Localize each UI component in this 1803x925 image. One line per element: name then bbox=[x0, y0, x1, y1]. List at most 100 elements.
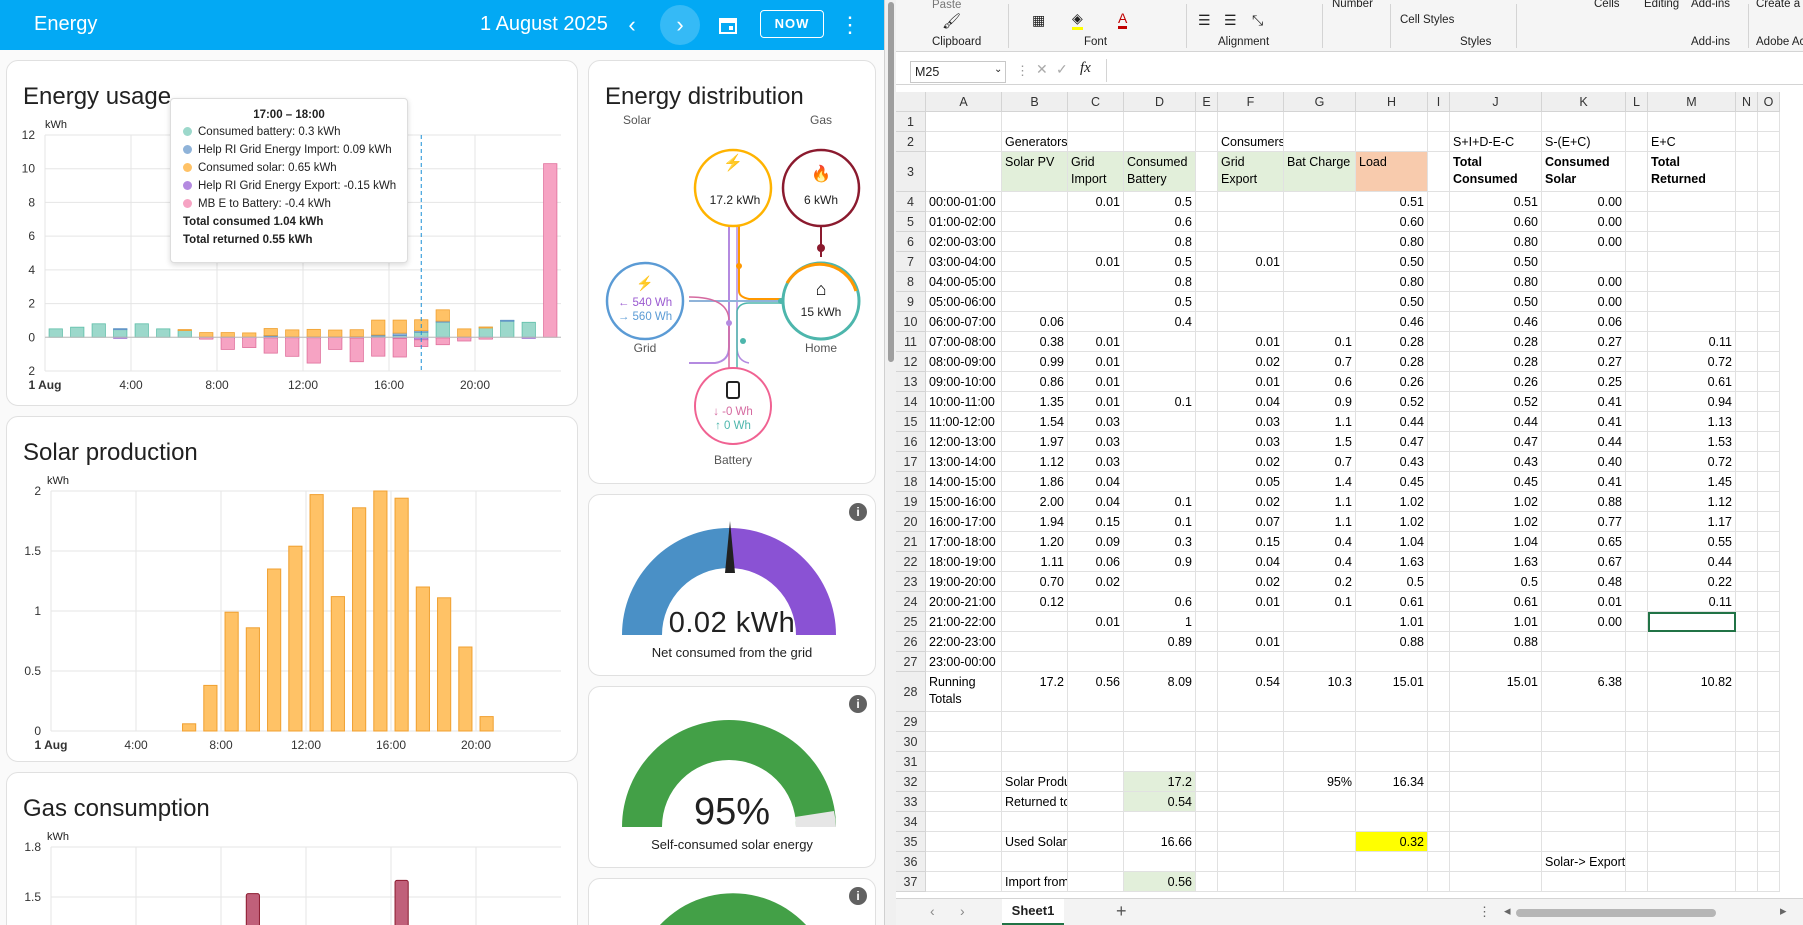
cell[interactable] bbox=[1626, 432, 1648, 452]
column-header[interactable]: H bbox=[1356, 92, 1428, 112]
cell[interactable]: 0.54 bbox=[1124, 792, 1196, 812]
cell[interactable]: 0.28 bbox=[1356, 352, 1428, 372]
cell[interactable]: 0.04 bbox=[1218, 552, 1284, 572]
cell[interactable]: 95% bbox=[1284, 772, 1356, 792]
cell[interactable]: 0.00 bbox=[1542, 612, 1626, 632]
row-header[interactable]: 20 bbox=[896, 512, 926, 532]
cell[interactable]: 0.15 bbox=[1068, 512, 1124, 532]
cell[interactable]: 0.41 bbox=[1542, 472, 1626, 492]
cell[interactable] bbox=[1196, 852, 1218, 872]
cell[interactable] bbox=[1284, 312, 1356, 332]
cell[interactable] bbox=[1428, 312, 1450, 332]
solar-node[interactable] bbox=[693, 148, 773, 228]
cell[interactable] bbox=[1068, 272, 1124, 292]
cell[interactable] bbox=[926, 712, 1002, 732]
cell[interactable] bbox=[1356, 872, 1428, 892]
cell[interactable] bbox=[1068, 732, 1124, 752]
more-icon[interactable]: ⋮ bbox=[1478, 904, 1491, 919]
cell[interactable]: 0.1 bbox=[1284, 592, 1356, 612]
scroll-left-icon[interactable]: ◂ bbox=[1504, 903, 1511, 918]
cell[interactable] bbox=[1450, 732, 1542, 752]
cell[interactable]: 0.28 bbox=[1356, 332, 1428, 352]
cell[interactable] bbox=[1626, 872, 1648, 892]
cell[interactable] bbox=[1648, 192, 1736, 212]
cells-button[interactable]: Cells bbox=[1594, 0, 1620, 10]
cell[interactable] bbox=[1450, 832, 1542, 852]
cell[interactable]: 0.72 bbox=[1648, 452, 1736, 472]
cancel-icon[interactable]: ✕ bbox=[1036, 61, 1048, 77]
cell[interactable] bbox=[1736, 312, 1758, 332]
cell[interactable] bbox=[1356, 712, 1428, 732]
cell[interactable] bbox=[1626, 152, 1648, 192]
cell[interactable]: 0.46 bbox=[1356, 312, 1428, 332]
cell[interactable] bbox=[1648, 792, 1736, 812]
cell[interactable] bbox=[1068, 212, 1124, 232]
cell[interactable] bbox=[1196, 392, 1218, 412]
cell[interactable] bbox=[926, 772, 1002, 792]
cell[interactable]: Total Consumed bbox=[1450, 152, 1542, 192]
cell[interactable] bbox=[1736, 412, 1758, 432]
cell[interactable]: 0.52 bbox=[1356, 392, 1428, 412]
cell[interactable] bbox=[1124, 352, 1196, 372]
cell[interactable] bbox=[1428, 212, 1450, 232]
cell[interactable]: 0.61 bbox=[1648, 372, 1736, 392]
cell[interactable] bbox=[1284, 752, 1356, 772]
cell[interactable] bbox=[1068, 652, 1124, 672]
cell[interactable]: 1.02 bbox=[1450, 512, 1542, 532]
cell[interactable]: 00:00-01:00 bbox=[926, 192, 1002, 212]
row-header[interactable]: 10 bbox=[896, 312, 926, 332]
cell[interactable] bbox=[1428, 752, 1450, 772]
cell[interactable]: 06:00-07:00 bbox=[926, 312, 1002, 332]
cell[interactable]: 0.4 bbox=[1284, 552, 1356, 572]
cell[interactable] bbox=[1196, 652, 1218, 672]
cell[interactable]: 0.01 bbox=[1542, 592, 1626, 612]
cell[interactable] bbox=[1736, 792, 1758, 812]
cell[interactable] bbox=[1002, 232, 1068, 252]
cell[interactable] bbox=[1736, 132, 1758, 152]
cell[interactable] bbox=[1218, 112, 1284, 132]
indent-icon[interactable]: ☰ bbox=[1224, 12, 1237, 28]
cell[interactable] bbox=[1196, 592, 1218, 612]
cell[interactable]: 0.26 bbox=[1450, 372, 1542, 392]
cell[interactable] bbox=[1196, 732, 1218, 752]
row-header[interactable]: 3 bbox=[896, 152, 926, 192]
cell[interactable]: 0.43 bbox=[1356, 452, 1428, 472]
scroll-left-icon[interactable]: ‹ bbox=[930, 903, 935, 919]
editing-button[interactable]: Editing bbox=[1644, 0, 1680, 10]
cell[interactable]: 0.26 bbox=[1356, 372, 1428, 392]
cell[interactable]: 23:00-00:00 bbox=[926, 652, 1002, 672]
cell[interactable] bbox=[1626, 452, 1648, 472]
cell[interactable] bbox=[1542, 772, 1626, 792]
cell[interactable] bbox=[1428, 672, 1450, 712]
row-header[interactable]: 1 bbox=[896, 112, 926, 132]
cell[interactable]: Load bbox=[1356, 152, 1428, 192]
cell[interactable]: 02:00-03:00 bbox=[926, 232, 1002, 252]
cell[interactable] bbox=[1542, 832, 1626, 852]
cell[interactable] bbox=[1124, 432, 1196, 452]
cell[interactable]: 0.60 bbox=[1450, 212, 1542, 232]
cell[interactable] bbox=[1450, 812, 1542, 832]
cell[interactable] bbox=[1196, 312, 1218, 332]
column-header[interactable]: B bbox=[1002, 92, 1068, 112]
cell[interactable]: 0.80 bbox=[1356, 232, 1428, 252]
cell[interactable]: 0.05 bbox=[1218, 472, 1284, 492]
more-vert-icon[interactable]: ⋮ bbox=[839, 12, 861, 37]
cell[interactable] bbox=[1648, 852, 1736, 872]
cell[interactable] bbox=[1124, 572, 1196, 592]
font-color-icon[interactable]: A bbox=[1118, 10, 1128, 29]
cell[interactable] bbox=[1002, 852, 1068, 872]
cell[interactable] bbox=[1428, 772, 1450, 792]
cell[interactable] bbox=[1124, 412, 1196, 432]
cell[interactable] bbox=[1626, 132, 1648, 152]
cell[interactable] bbox=[1428, 112, 1450, 132]
cell[interactable] bbox=[1758, 752, 1780, 772]
cell[interactable] bbox=[1736, 252, 1758, 272]
cell[interactable] bbox=[1196, 572, 1218, 592]
cell[interactable] bbox=[1758, 812, 1780, 832]
cell[interactable] bbox=[1648, 752, 1736, 772]
cell[interactable] bbox=[1196, 232, 1218, 252]
cell[interactable] bbox=[1002, 292, 1068, 312]
cell[interactable] bbox=[1068, 852, 1124, 872]
cell[interactable]: 1.17 bbox=[1648, 512, 1736, 532]
cell[interactable] bbox=[1196, 452, 1218, 472]
